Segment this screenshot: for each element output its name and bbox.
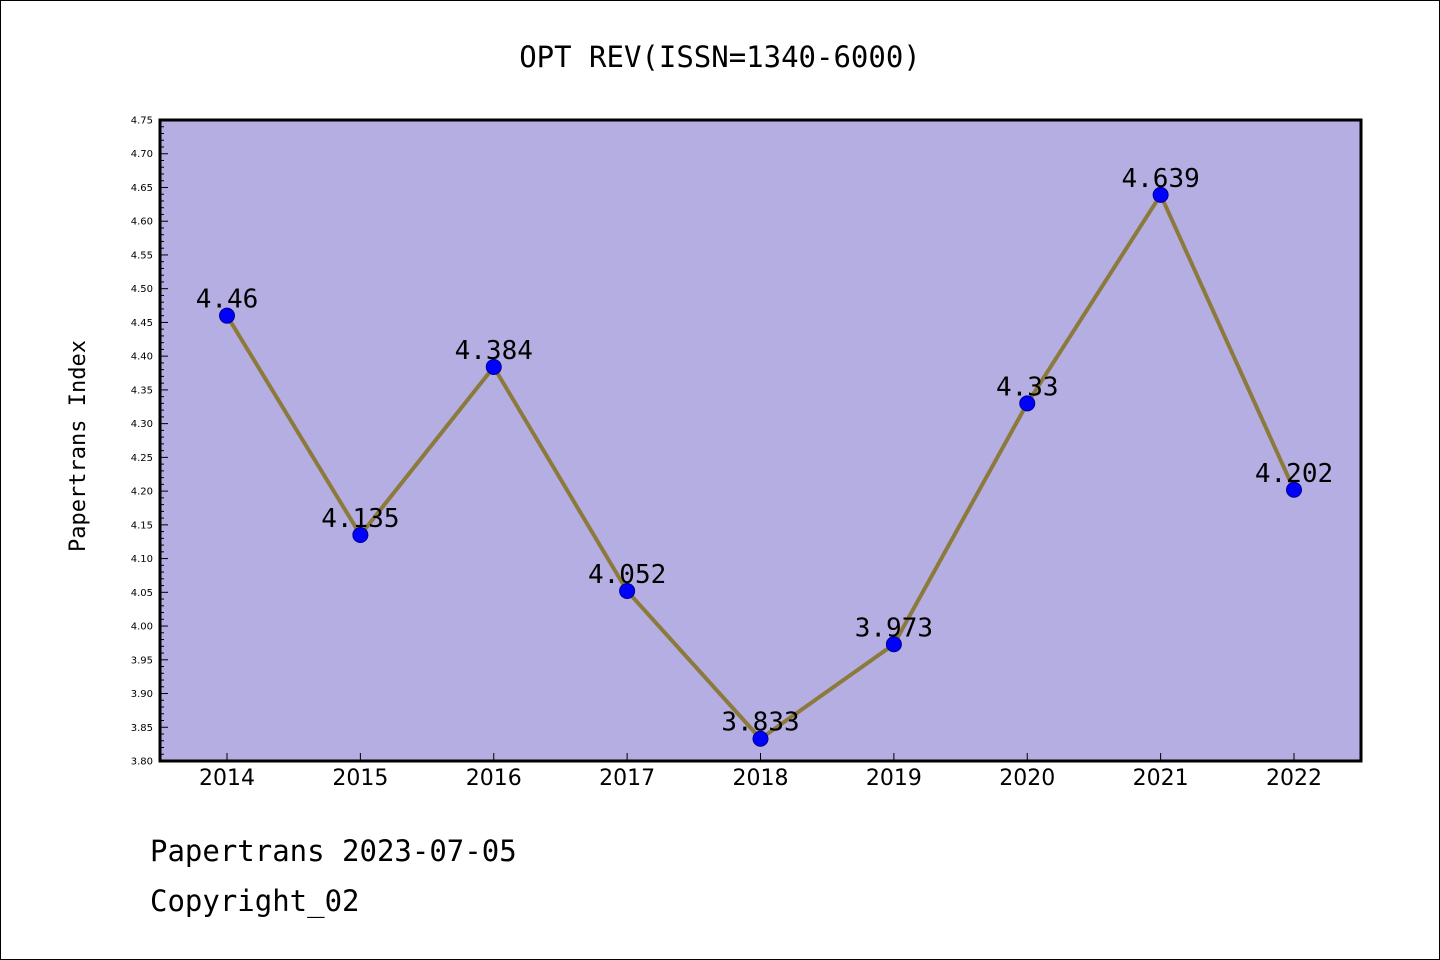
y-tick-label: 4.75 bbox=[131, 116, 153, 127]
data-label: 4.384 bbox=[455, 336, 533, 366]
x-tick-label: 2021 bbox=[1133, 766, 1189, 791]
footer-date: Papertrans 2023-07-05 bbox=[150, 834, 517, 868]
data-point bbox=[1019, 395, 1036, 412]
data-label: 4.202 bbox=[1255, 459, 1333, 489]
x-axis: 2014 2015 2016 2017 2018 2019 2020 2021 2022 bbox=[199, 753, 1322, 791]
x-tick-label: 2019 bbox=[866, 766, 922, 791]
y-tick-label: 3.80 bbox=[131, 757, 153, 768]
y-tick-label: 4.65 bbox=[131, 183, 153, 194]
data-point bbox=[1286, 481, 1302, 498]
y-tick-label: 4.15 bbox=[131, 520, 153, 531]
plot-area bbox=[158, 118, 1363, 763]
series-layer: 4.46 4.135 4.384 4.052 3.833 3.973 4.33 4.639 4.… bbox=[196, 164, 1333, 747]
x-tick-label: 2022 bbox=[1266, 766, 1322, 791]
x-tick-label: 2018 bbox=[733, 766, 789, 791]
y-tick-label: 3.85 bbox=[131, 723, 153, 734]
y-tick-label: 4.45 bbox=[131, 318, 153, 329]
x-tick-label: 2016 bbox=[466, 766, 522, 791]
y-tick-label: 4.35 bbox=[131, 385, 153, 396]
y-tick-label: 4.50 bbox=[131, 284, 153, 295]
y-tick-label: 4.05 bbox=[131, 588, 153, 599]
y-tick-label: 3.95 bbox=[131, 655, 153, 666]
data-label: 3.973 bbox=[855, 613, 933, 643]
y-tick-label: 4.30 bbox=[131, 419, 153, 430]
data-point bbox=[219, 307, 235, 324]
data-point bbox=[885, 636, 902, 653]
chart-title: OPT REV(ISSN=1340-6000) bbox=[519, 40, 921, 74]
data-point bbox=[352, 526, 369, 543]
y-tick-label: 4.70 bbox=[131, 149, 153, 160]
x-tick-label: 2015 bbox=[332, 766, 388, 791]
data-label: 4.46 bbox=[196, 285, 259, 315]
x-tick-label: 2020 bbox=[999, 766, 1055, 791]
data-label: 4.33 bbox=[996, 372, 1059, 402]
y-tick-label: 4.40 bbox=[131, 352, 153, 363]
data-point bbox=[485, 358, 502, 375]
data-point bbox=[1152, 186, 1169, 203]
x-tick-label: 2014 bbox=[199, 766, 255, 791]
y-axis: 3.80 3.85 3.90 3.95 4.00 4.05 4.10 4.15 4.20 4.25… bbox=[131, 116, 168, 768]
data-label: 4.052 bbox=[588, 560, 666, 590]
data-label: 4.639 bbox=[1121, 164, 1199, 194]
data-label: 3.833 bbox=[721, 708, 799, 738]
footer-copyright: Copyright_02 bbox=[150, 884, 360, 918]
y-tick-label: 3.90 bbox=[131, 689, 153, 700]
data-label: 4.135 bbox=[321, 504, 399, 534]
y-tick-label: 4.25 bbox=[131, 453, 153, 464]
y-tick-label: 4.00 bbox=[131, 622, 153, 633]
data-point bbox=[619, 582, 636, 599]
y-tick-label: 4.60 bbox=[131, 217, 153, 228]
y-tick-label: 4.55 bbox=[131, 250, 153, 261]
x-tick-label: 2017 bbox=[599, 766, 655, 791]
y-tick-label: 4.10 bbox=[131, 554, 153, 565]
y-axis-label: Papertrans Index bbox=[66, 340, 91, 552]
y-tick-label: 4.20 bbox=[131, 487, 153, 498]
data-point bbox=[752, 730, 769, 747]
